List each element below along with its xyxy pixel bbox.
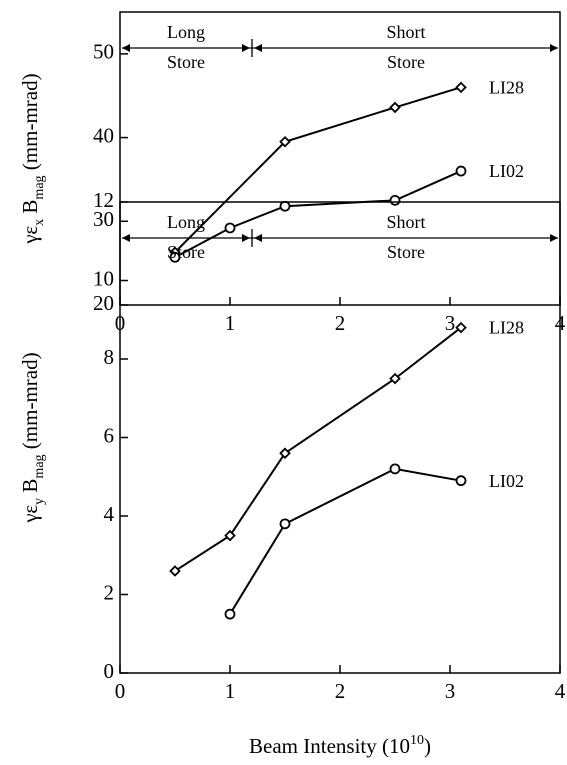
marker [455,475,467,487]
y-tick-label: 40 [93,123,114,147]
series-line [174,86,462,253]
y-tick-label: 12 [93,188,114,212]
y-label-part: γε [18,226,42,245]
x-label-part: 10 [410,733,424,748]
y-label-part: x [32,219,47,226]
x-tick-label: 3 [445,311,456,335]
annotation: Short [386,22,425,42]
arrow-head [122,234,130,242]
annotation: Store [387,242,425,262]
series-label: LI28 [489,318,524,338]
marker [224,529,236,542]
annotation: Long [167,22,205,42]
marker [389,101,401,114]
marker [279,518,291,530]
y-tick-label: 6 [104,423,115,447]
arrow-head [254,44,262,52]
y-tick-label: 4 [104,502,115,526]
annotation: Short [386,212,425,232]
y-label-part: mag [32,175,47,199]
series-label: LI02 [489,161,524,181]
y-tick-label: 50 [93,40,114,64]
plot-frame [119,201,561,674]
y-label-part: B [18,479,42,498]
marker [224,222,236,234]
marker [279,200,291,212]
arrow-head [254,234,262,242]
y-tick-label: 10 [93,266,114,290]
marker [224,608,236,620]
marker [279,447,291,459]
marker [169,251,181,263]
marker [455,321,467,334]
x-tick-label: 3 [445,679,456,703]
arrow-head [550,44,558,52]
arrow-head [242,234,250,242]
annotation: Store [167,52,205,72]
marker [455,81,467,94]
annotation: Store [167,242,205,262]
marker [389,372,401,385]
x-label-part: ) [424,734,431,758]
series-line [174,326,462,572]
y-label-part: γε [18,505,42,524]
marker [279,135,291,148]
y-label-part: mag [32,454,47,478]
x-tick-label: 4 [555,679,566,703]
x-tick-label: 0 [115,679,126,703]
y-label-part: (mm-mrad) [18,73,42,175]
arrow-head [242,44,250,52]
x-tick-label: 2 [335,679,346,703]
series-label: LI28 [489,77,524,97]
y-tick-label: 8 [104,345,115,369]
x-axis-label: Beam Intensity (1010) [249,733,431,758]
annotation: Store [387,52,425,72]
marker [169,565,181,577]
y-label-part: y [32,498,47,505]
y-tick-label: 30 [93,207,114,231]
y-tick-label: 2 [104,580,115,604]
arrow-head [550,234,558,242]
y-tick-label: 0 [104,659,115,683]
marker [389,194,401,206]
marker [455,165,467,177]
series-label: LI02 [489,471,524,491]
annotation: Long [167,212,205,232]
marker [389,463,401,475]
x-tick-label: 1 [225,311,236,335]
y-label-part: (mm-mrad) [18,352,42,454]
x-label-part: Beam Intensity (10 [249,734,410,758]
y-axis-label: γεy Bmag (mm-mrad) [18,352,47,523]
arrow-head [122,44,130,52]
y-axis-label: γεx Bmag (mm-mrad) [18,73,47,244]
x-tick-label: 1 [225,679,236,703]
x-tick-label: 2 [335,311,346,335]
y-label-part: B [18,200,42,219]
y-tick-label: 20 [93,291,114,315]
series-line [229,467,462,615]
